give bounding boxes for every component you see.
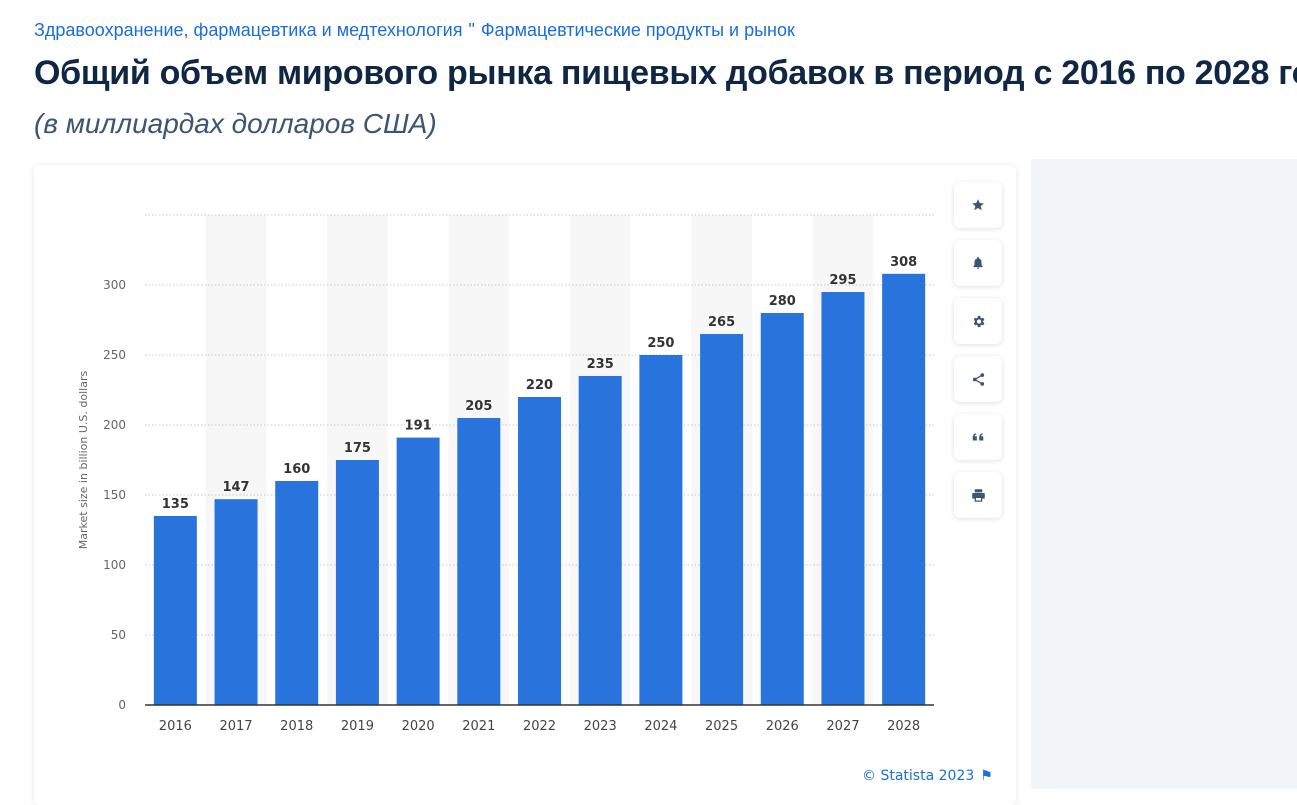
chart-toolbar xyxy=(954,182,1002,530)
data-label: 160 xyxy=(283,462,310,477)
data-label: 135 xyxy=(162,497,189,512)
data-label: 175 xyxy=(344,441,371,456)
y-tick-label: 100 xyxy=(103,558,126,572)
x-tick-label: 2027 xyxy=(826,719,859,734)
data-label: 308 xyxy=(890,255,917,270)
bar-2016[interactable] xyxy=(153,516,197,705)
quote-icon xyxy=(972,433,984,441)
statista-credit[interactable]: © Statista 2023 ⚑ xyxy=(862,768,993,784)
bar-2025[interactable] xyxy=(700,334,744,705)
bar-2018[interactable] xyxy=(275,481,319,705)
page-title: Общий объем мирового рынка пищевых добав… xyxy=(34,54,1297,92)
x-tick-label: 2021 xyxy=(462,719,495,734)
data-label: 295 xyxy=(829,273,856,288)
bar-chart: 135147160175191205220235250265280295308 … xyxy=(77,214,934,734)
data-label: 235 xyxy=(587,357,614,372)
side-panel xyxy=(1031,159,1297,789)
breadcrumb-separator: " xyxy=(468,20,475,40)
y-tick-labels: 0 50 100 150 200 250 300 xyxy=(103,278,126,712)
page-subtitle: (в миллиардах долларов США) xyxy=(34,108,437,139)
bars xyxy=(153,273,926,705)
bell-icon xyxy=(973,257,983,269)
settings-button[interactable] xyxy=(954,298,1002,344)
data-label: 205 xyxy=(465,399,492,414)
bar-2027[interactable] xyxy=(821,292,865,705)
y-tick-label: 200 xyxy=(103,418,126,432)
x-tick-label: 2022 xyxy=(523,719,556,734)
bar-2020[interactable] xyxy=(396,437,440,705)
data-label: 220 xyxy=(526,378,553,393)
share-button[interactable] xyxy=(954,356,1002,402)
x-tick-labels: 2016 2017 2018 2019 2020 2021 2022 2023 2024 2025… xyxy=(159,719,920,734)
x-tick-label: 2026 xyxy=(766,719,799,734)
breadcrumb-link-pharma[interactable]: Фармацевтические продукты и рынок xyxy=(480,20,795,40)
y-tick-label: 250 xyxy=(103,348,126,362)
y-tick-label: 50 xyxy=(111,628,126,642)
y-axis-title: Market size in billion U.S. dollars xyxy=(77,371,90,550)
bar-2023[interactable] xyxy=(578,376,622,705)
gear-icon xyxy=(973,315,984,327)
credit-text: © Statista 2023 xyxy=(862,768,975,784)
x-tick-label: 2019 xyxy=(341,719,374,734)
share-icon xyxy=(972,372,984,386)
notification-button[interactable] xyxy=(954,240,1002,286)
bar-2021[interactable] xyxy=(457,418,501,705)
data-label: 147 xyxy=(222,480,249,495)
y-tick-label: 0 xyxy=(118,698,126,712)
breadcrumb-link-healthcare[interactable]: Здравоохранение, фармацевтика и медтехно… xyxy=(34,20,463,40)
data-label: 191 xyxy=(405,419,432,434)
favorite-button[interactable] xyxy=(954,182,1002,228)
bar-2028[interactable] xyxy=(882,273,926,705)
flag-icon: ⚑ xyxy=(980,768,993,784)
data-label: 250 xyxy=(647,336,674,351)
x-tick-label: 2017 xyxy=(219,719,252,734)
x-tick-label: 2016 xyxy=(159,719,192,734)
x-tick-label: 2023 xyxy=(584,719,617,734)
data-label: 280 xyxy=(769,294,796,309)
x-tick-label: 2018 xyxy=(280,719,313,734)
x-tick-label: 2020 xyxy=(402,719,435,734)
cite-button[interactable] xyxy=(954,414,1002,460)
bar-2026[interactable] xyxy=(760,313,804,705)
x-tick-label: 2024 xyxy=(644,719,677,734)
y-tick-label: 150 xyxy=(103,488,126,502)
bar-2024[interactable] xyxy=(639,355,683,705)
x-tick-label: 2025 xyxy=(705,719,738,734)
y-tick-label: 300 xyxy=(103,278,126,292)
bar-2022[interactable] xyxy=(518,397,561,705)
star-icon xyxy=(972,199,984,211)
printer-icon xyxy=(971,488,985,502)
data-labels: 135 147 160 175 191 205 220 235 250 265 280 295 308 xyxy=(162,255,917,512)
bar-2017[interactable] xyxy=(214,499,258,705)
print-button[interactable] xyxy=(954,472,1002,518)
x-tick-label: 2028 xyxy=(887,719,920,734)
breadcrumb: Здравоохранение, фармацевтика и медтехно… xyxy=(34,20,795,41)
data-label: 265 xyxy=(708,315,735,330)
bar-2019[interactable] xyxy=(335,460,379,705)
